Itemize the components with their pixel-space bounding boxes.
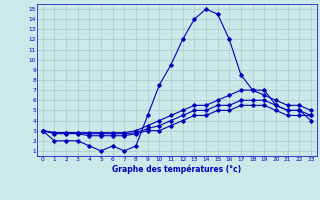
- X-axis label: Graphe des températures (°c): Graphe des températures (°c): [112, 164, 241, 174]
